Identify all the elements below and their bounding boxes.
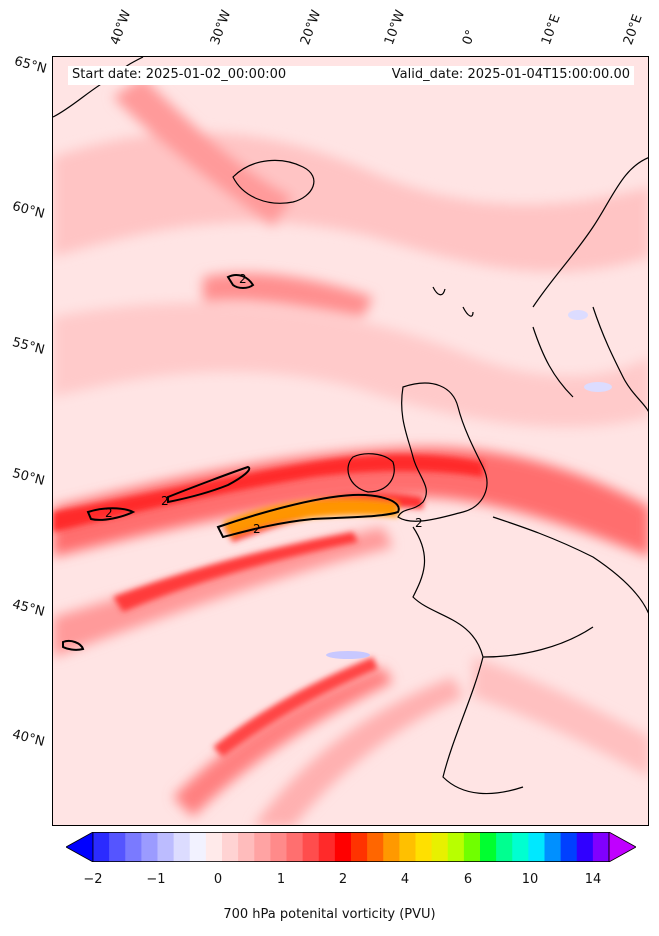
colorbar-segment	[447, 832, 465, 862]
contour-label: 2	[253, 522, 261, 536]
colorbar-tick: 1	[276, 872, 286, 887]
colorbar-segment	[254, 832, 271, 862]
colorbar-segment	[205, 832, 223, 862]
lat-label-60n: 60°N	[10, 199, 47, 222]
colorbar-segment	[238, 832, 255, 862]
contour-label: 2	[415, 516, 423, 530]
colorbar-tick: −1	[146, 872, 166, 887]
colorbar-segment	[383, 832, 400, 862]
contour-label: 2	[239, 272, 247, 286]
pv2-contour	[167, 465, 251, 504]
colorbar-segment	[576, 832, 594, 862]
colorbar-segment	[399, 832, 416, 862]
contour-label: 2	[105, 506, 113, 520]
colorbar-tick: 6	[463, 872, 473, 887]
lon-label-10e: 10°E	[538, 12, 564, 48]
colorbar-segment	[431, 832, 449, 862]
colorbar-segment	[270, 832, 287, 862]
colorbar-label: 700 hPa potenital vorticity (PVU)	[223, 907, 436, 922]
colorbar-segment	[222, 832, 239, 862]
colorbar-segment	[415, 832, 433, 862]
colorbar-tick: 2	[338, 872, 348, 887]
colorbar-tick: −2	[83, 872, 103, 887]
lon-label-20w: 20°W	[297, 8, 325, 47]
map-panel[interactable]: 2 2 2 2 2	[52, 56, 649, 826]
colorbar-tick: 14	[584, 872, 602, 887]
contour-label: 2	[161, 494, 169, 508]
valid-date-text: Valid_date: 2025-01-04T15:00:00.00	[391, 67, 630, 82]
date-info-bar: Start date: 2025-01-02_00:00:00 Valid_da…	[68, 66, 634, 85]
colorbar-segment	[560, 832, 578, 862]
colorbar-segment	[125, 832, 142, 862]
colorbar-segment	[109, 832, 126, 862]
colorbar-segment	[173, 832, 191, 862]
start-date-text: Start date: 2025-01-02_00:00:00	[72, 67, 287, 82]
colorbar-segment	[141, 832, 158, 862]
colorbar-segment	[157, 832, 175, 862]
negative-pv-patch	[584, 382, 612, 392]
coastlines	[53, 57, 648, 795]
lat-label-50n: 50°N	[10, 466, 47, 489]
lon-label-20e: 20°E	[620, 12, 646, 48]
lon-label-30w: 30°W	[207, 8, 235, 47]
colorbar-segment	[189, 832, 207, 862]
colorbar-segment	[93, 832, 110, 862]
colorbar-outline	[92, 832, 610, 862]
pv2-contour	[86, 507, 136, 521]
colorbar-segment	[286, 832, 304, 862]
lat-label-65n: 65°N	[12, 54, 49, 77]
lon-label-0: 0°	[459, 27, 480, 47]
colorbar-segment	[302, 832, 320, 862]
colorbar-segment	[463, 832, 481, 862]
colorbar-extend-high	[608, 832, 636, 862]
colorbar-segment	[334, 832, 352, 862]
colorbar	[66, 832, 636, 862]
colorbar-segment	[480, 832, 497, 862]
colorbar-segment	[512, 832, 529, 862]
colorbar-tick: 0	[213, 872, 223, 887]
negative-pv-patch	[568, 310, 588, 320]
lon-label-40w: 40°W	[107, 8, 135, 47]
pv-bands	[53, 454, 483, 757]
colorbar-segment	[528, 832, 545, 862]
negative-pv-patch	[326, 651, 370, 659]
colorbar-tick: 4	[400, 872, 410, 887]
pv2-contour	[226, 274, 255, 289]
colorbar-segment	[351, 832, 368, 862]
lat-label-45n: 45°N	[10, 597, 47, 620]
colorbar-segment	[544, 832, 562, 862]
pv-shading	[53, 77, 648, 825]
pv2-contour	[62, 639, 85, 651]
colorbar-segment	[496, 832, 513, 862]
colorbar-extend-low	[66, 832, 94, 862]
colorbar-segment	[367, 832, 384, 862]
colorbar-segment	[592, 832, 610, 862]
lat-label-40n: 40°N	[10, 727, 47, 750]
lat-label-55n: 55°N	[10, 335, 47, 358]
pv2-contour	[216, 493, 400, 539]
colorbar-segment	[318, 832, 336, 862]
lon-label-10w: 10°W	[381, 8, 409, 47]
colorbar-tick: 10	[521, 872, 539, 887]
pv2-contours	[62, 274, 400, 651]
pv-field-map: 2 2 2 2 2	[53, 57, 648, 825]
